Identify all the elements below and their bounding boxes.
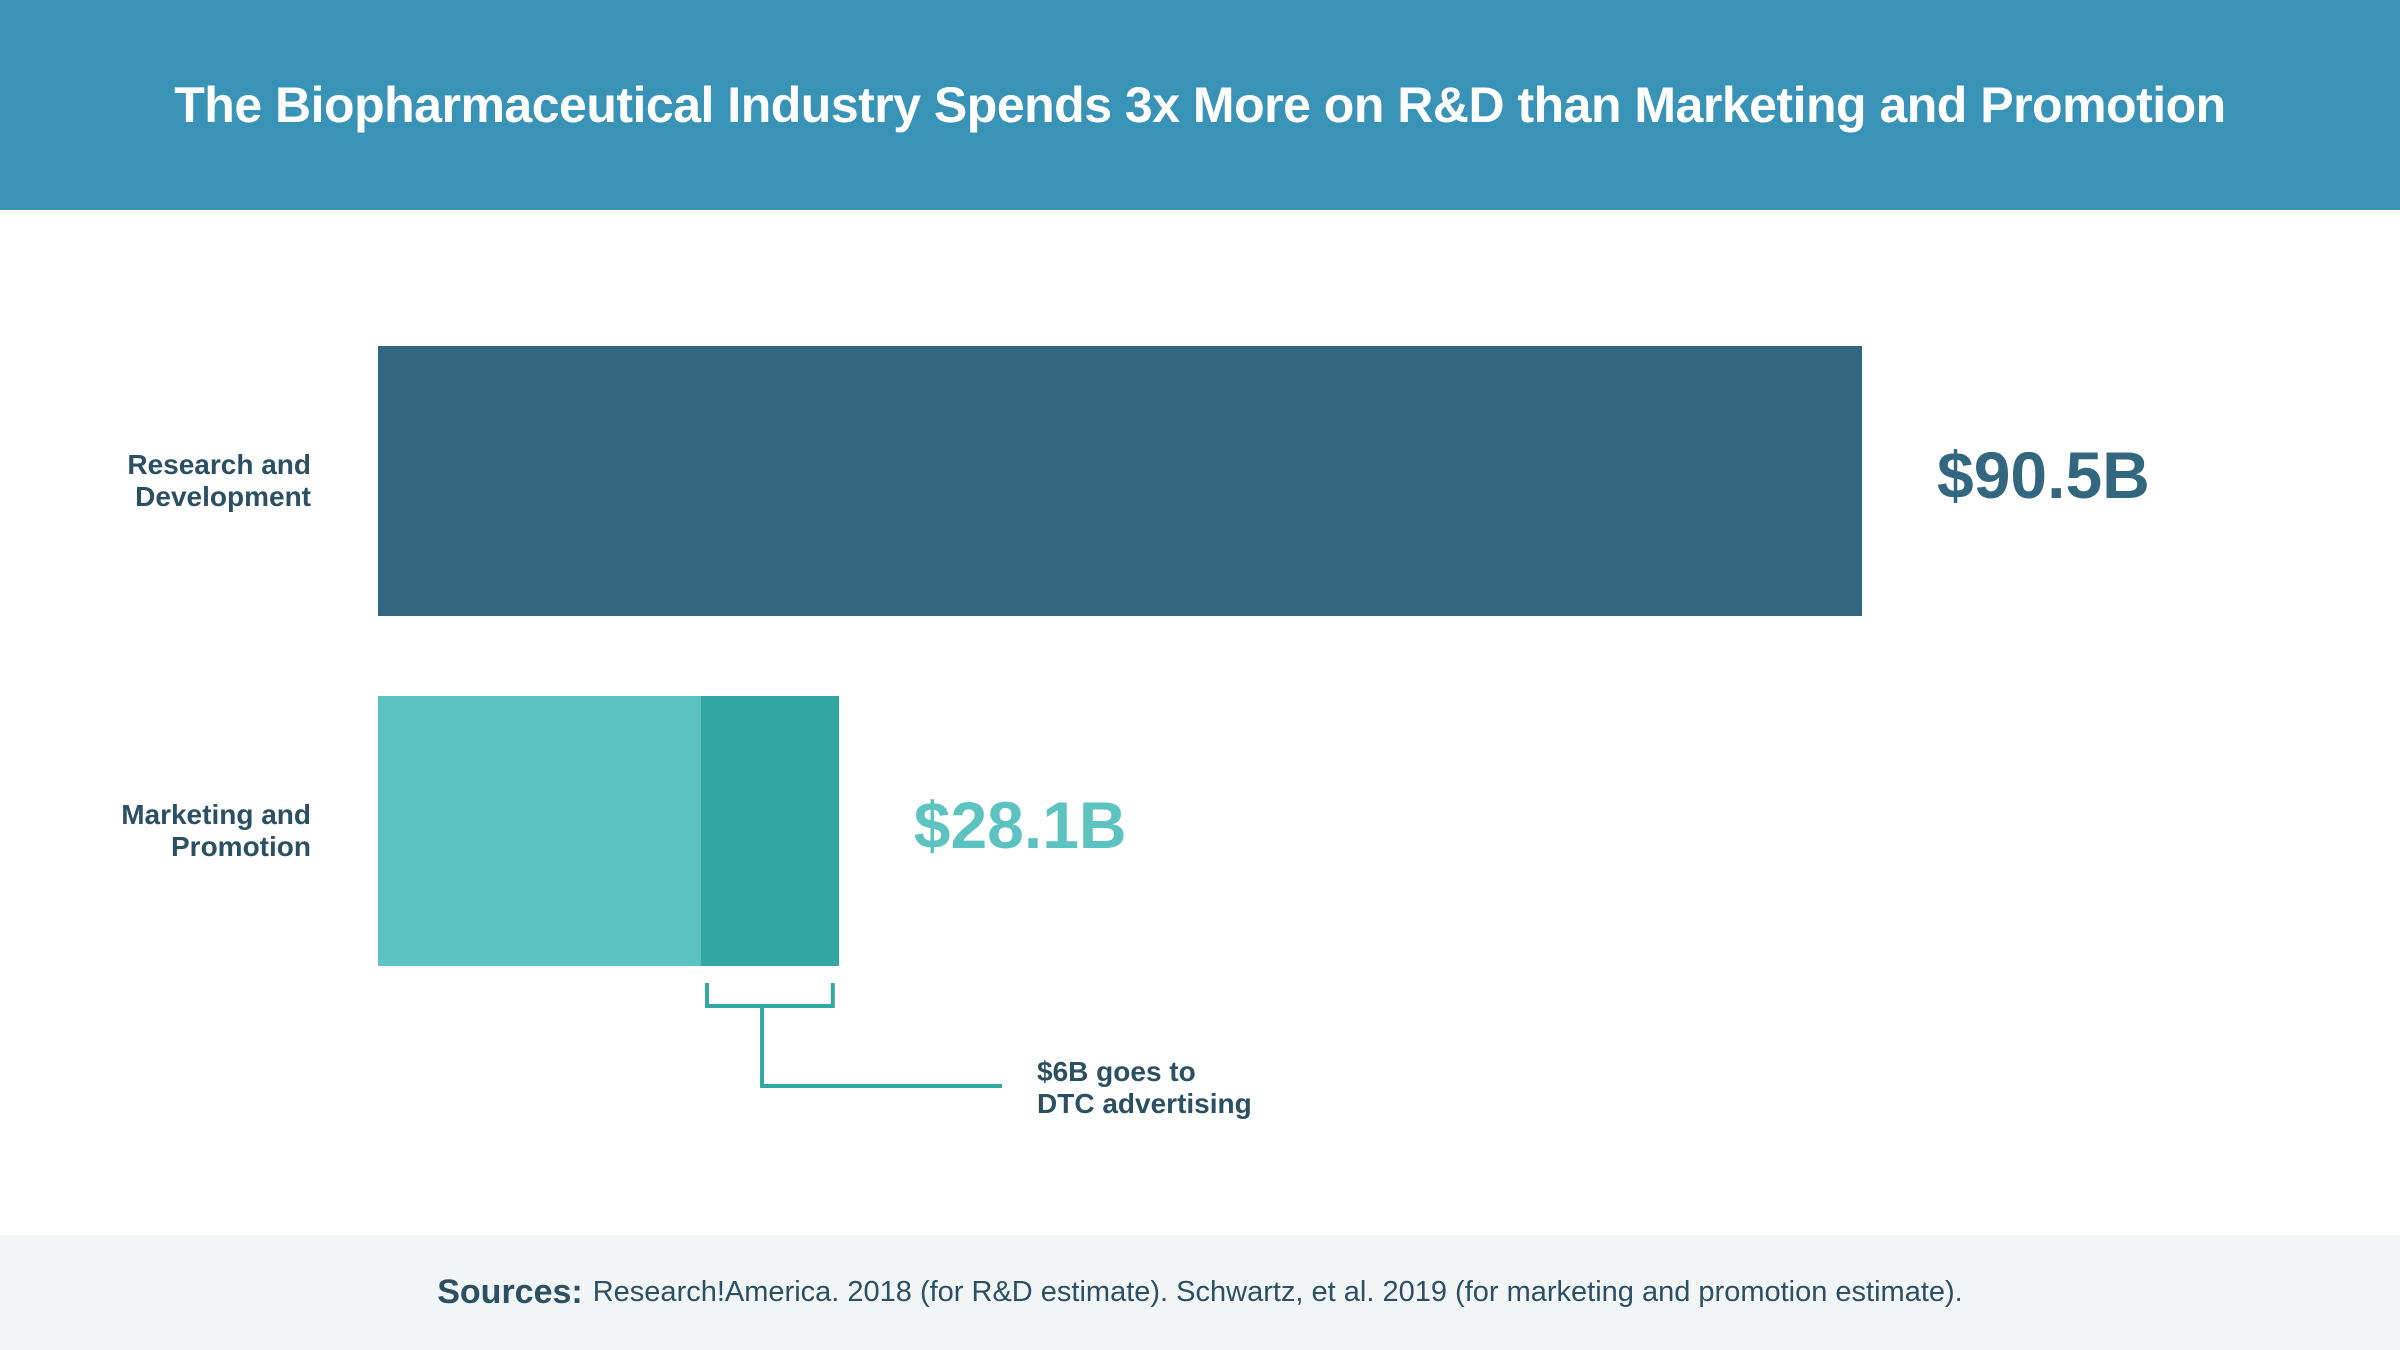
sources-label: Sources: (437, 1273, 583, 1311)
dtc-annotation: $6B goes to DTC advertising (1037, 1056, 1252, 1119)
sources-text: Research!America. 2018 (for R&D estimate… (592, 1276, 1963, 1308)
bar-segment-dtc-advertising (701, 696, 839, 966)
category-label-marketing: Marketing and Promotion (121, 799, 311, 862)
value-label-rd: $90.5B (1937, 438, 2150, 512)
sources-footer: Sources: Research!America. 2018 (for R&D… (0, 1235, 2400, 1350)
chart-title: The Biopharmaceutical Industry Spends 3x… (174, 77, 2226, 133)
category-label-rd: Research and Development (127, 449, 311, 512)
value-label-marketing: $28.1B (913, 788, 1127, 862)
dtc-bracket-connector (705, 983, 1003, 1088)
bar-research-development (378, 346, 1862, 616)
header-banner: The Biopharmaceutical Industry Spends 3x… (0, 0, 2400, 210)
bar-chart: Research and Development Marketing and P… (0, 210, 2400, 1235)
dtc-bracket-path (705, 983, 1003, 1088)
